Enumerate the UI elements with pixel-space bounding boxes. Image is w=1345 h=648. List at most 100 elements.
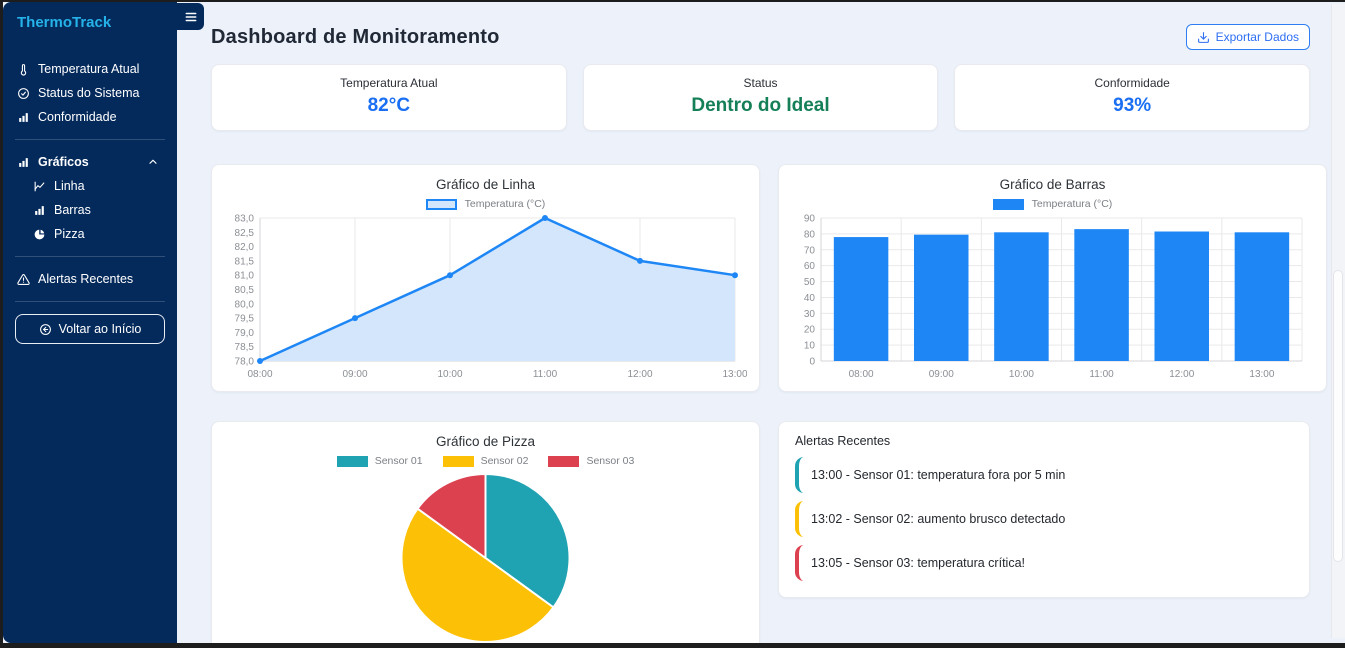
stat-cards-row: Temperatura Atual 82°C Status Dentro do … xyxy=(211,64,1311,131)
brand-logo: ThermoTrack xyxy=(17,14,112,31)
alert-item: 13:05 - Sensor 03: temperatura crítica! xyxy=(795,545,1293,581)
bar-chart-icon xyxy=(19,112,28,122)
svg-text:08:00: 08:00 xyxy=(247,369,272,380)
svg-text:11:00: 11:00 xyxy=(533,369,558,380)
sidebar-item-alertas-recentes[interactable]: Alertas Recentes xyxy=(15,267,165,291)
svg-text:20: 20 xyxy=(804,325,816,336)
svg-text:10:00: 10:00 xyxy=(437,369,462,380)
sidebar-item-conformidade[interactable]: Conformidade xyxy=(15,105,165,129)
stat-card-temperatura: Temperatura Atual 82°C xyxy=(211,64,567,131)
sidebar-item-pizza[interactable]: Pizza xyxy=(31,222,165,246)
sidebar-divider xyxy=(15,139,165,140)
line-chart-legend[interactable]: Temperatura (°C) xyxy=(224,197,747,211)
export-button-label: Exportar Dados xyxy=(1215,30,1299,44)
pie-chart-icon xyxy=(34,229,45,239)
legend-swatch xyxy=(992,198,1024,210)
arrow-left-circle-icon xyxy=(39,323,51,335)
legend-swatch xyxy=(425,198,457,210)
sidebar-divider xyxy=(15,256,165,257)
stat-label: Conformidade xyxy=(1094,76,1170,90)
svg-text:79,0: 79,0 xyxy=(235,328,255,339)
pie-chart-card: Gráfico de Pizza Sensor 01 Sensor 02 Sen… xyxy=(211,421,760,643)
svg-text:13:00: 13:00 xyxy=(722,369,747,380)
export-data-button[interactable]: Exportar Dados xyxy=(1185,24,1310,50)
bar-chart-icon xyxy=(19,157,28,167)
thermometer-icon xyxy=(20,63,27,76)
bar-chart-title: Gráfico de Barras xyxy=(999,177,1106,192)
sidebar-item-label: Temperatura Atual xyxy=(38,62,140,76)
svg-text:90: 90 xyxy=(804,214,816,225)
pie-chart-title: Gráfico de Pizza xyxy=(435,434,536,449)
stat-value: 82°C xyxy=(367,95,411,116)
svg-text:83,0: 83,0 xyxy=(235,214,255,225)
stat-value: 93% xyxy=(1113,95,1152,116)
stat-card-status: Status Dentro do Ideal xyxy=(582,64,939,131)
back-button-label: Voltar ao Início xyxy=(58,322,142,336)
pie-chart xyxy=(400,473,571,643)
svg-text:12:00: 12:00 xyxy=(627,369,652,380)
download-icon xyxy=(1197,31,1209,43)
sidebar-divider xyxy=(15,301,165,302)
svg-text:09:00: 09:00 xyxy=(929,369,954,380)
legend-label: Sensor 01 xyxy=(374,455,423,467)
stat-label: Temperatura Atual xyxy=(340,76,438,90)
sidebar-item-linha[interactable]: Linha xyxy=(31,174,165,198)
svg-text:78,5: 78,5 xyxy=(235,342,255,353)
line-chart-icon xyxy=(34,181,45,191)
sidebar-item-label: Pizza xyxy=(54,227,85,241)
line-chart: 83,0 82,5 82,0 81,5 81,0 80,5 80,0 79,5 79,0 78,5… xyxy=(235,214,748,381)
bar-chart-icon xyxy=(35,205,44,215)
svg-text:13:00: 13:00 xyxy=(1249,369,1274,380)
sidebar-item-graficos[interactable]: Gráficos xyxy=(15,150,165,174)
svg-text:10:00: 10:00 xyxy=(1009,369,1034,380)
svg-text:80: 80 xyxy=(804,229,816,240)
scrollbar-track[interactable] xyxy=(1331,4,1345,638)
svg-text:60: 60 xyxy=(804,261,816,272)
stat-value: Dentro do Ideal xyxy=(691,95,830,116)
svg-text:80,5: 80,5 xyxy=(235,285,255,296)
svg-text:09:00: 09:00 xyxy=(342,369,367,380)
legend-label: Temperatura (°C) xyxy=(1031,198,1113,210)
app-window: ThermoTrack Temperatura Atual Status do … xyxy=(3,2,1345,643)
charts-row: Gráfico de Linha Temperatura (°C) 83,0 82… xyxy=(211,164,1327,392)
alert-item: 13:00 - Sensor 01: temperatura fora por … xyxy=(795,457,1293,493)
sidebar-toggle-button[interactable] xyxy=(177,3,204,30)
svg-text:80,0: 80,0 xyxy=(235,299,255,310)
svg-text:0: 0 xyxy=(809,357,815,368)
svg-text:12:00: 12:00 xyxy=(1169,369,1194,380)
page-header: Dashboard de Monitoramento Exportar Dado… xyxy=(211,2,1310,64)
svg-text:82,5: 82,5 xyxy=(235,228,255,239)
legend-swatch xyxy=(442,455,474,467)
main-content: Dashboard de Monitoramento Exportar Dado… xyxy=(177,2,1331,643)
svg-text:30: 30 xyxy=(804,309,816,320)
sidebar-item-temperatura-atual[interactable]: Temperatura Atual xyxy=(15,57,165,81)
legend-swatch xyxy=(336,455,368,467)
svg-text:81,5: 81,5 xyxy=(235,256,255,267)
alerts-panel: Alertas Recentes 13:00 - Sensor 01: temp… xyxy=(778,421,1310,598)
bar-chart-legend[interactable]: Temperatura (°C) xyxy=(791,197,1314,211)
page-title: Dashboard de Monitoramento xyxy=(211,25,500,48)
scrollbar-thumb[interactable] xyxy=(1333,270,1343,562)
legend-swatch xyxy=(548,455,580,467)
sidebar-item-label: Gráficos xyxy=(38,155,89,169)
back-to-home-button[interactable]: Voltar ao Início xyxy=(15,314,165,344)
svg-text:50: 50 xyxy=(804,277,816,288)
legend-label: Sensor 02 xyxy=(480,455,529,467)
svg-text:40: 40 xyxy=(804,293,816,304)
svg-text:70: 70 xyxy=(804,245,816,256)
svg-text:82,0: 82,0 xyxy=(235,242,255,253)
sidebar-item-label: Barras xyxy=(54,203,91,217)
svg-text:10: 10 xyxy=(804,341,816,352)
svg-text:78,0: 78,0 xyxy=(235,357,255,368)
bar-chart: 90 80 70 60 50 40 30 20 10 0 08:00 09:00 10:00 11:00 1… xyxy=(804,214,1303,380)
bottom-row: Gráfico de Pizza Sensor 01 Sensor 02 Sen… xyxy=(211,421,1310,643)
warning-icon xyxy=(17,273,30,285)
alert-item: 13:02 - Sensor 02: aumento brusco detect… xyxy=(795,501,1293,537)
sidebar-item-status-do-sistema[interactable]: Status do Sistema xyxy=(15,81,165,105)
check-circle-icon xyxy=(18,87,29,99)
line-chart-title: Gráfico de Linha xyxy=(435,177,536,192)
sidebar-item-barras[interactable]: Barras xyxy=(31,198,165,222)
pie-chart-legend[interactable]: Sensor 01 Sensor 02 Sensor 03 xyxy=(224,454,747,468)
stat-card-conformidade: Conformidade 93% xyxy=(954,64,1311,131)
svg-text:79,5: 79,5 xyxy=(235,314,255,325)
